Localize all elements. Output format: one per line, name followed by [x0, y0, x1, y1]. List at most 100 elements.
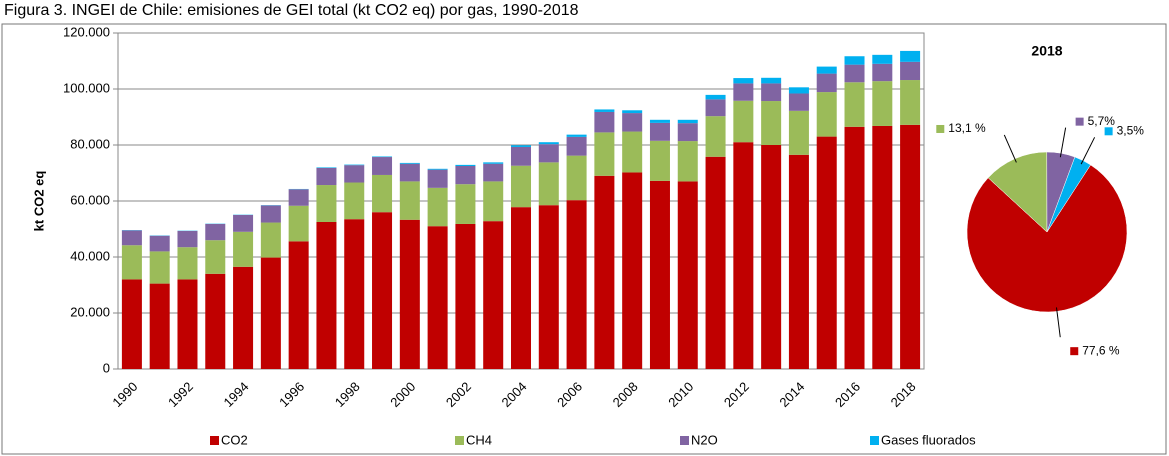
bar-segment [816, 92, 837, 137]
bar-segment [677, 141, 698, 182]
bar-segment [816, 136, 837, 369]
bar-segment [316, 185, 337, 222]
bar-segment [622, 110, 643, 114]
bar-segment [622, 172, 643, 369]
bar-segment [288, 205, 309, 242]
bar-segment [844, 82, 865, 127]
bar-segment [677, 123, 698, 142]
bar-segment [900, 50, 921, 62]
bar-segment [594, 132, 615, 176]
bar-segment [900, 61, 921, 81]
legend-label: CO2 [221, 432, 248, 447]
bar-segment [260, 205, 281, 223]
bar-segment [733, 83, 754, 101]
chart-title: Figura 3. INGEI de Chile: emisiones de G… [4, 2, 579, 19]
bar-segment [566, 155, 587, 201]
chart-border [1, 23, 1167, 455]
pie-label: 3,5% [1117, 123, 1145, 137]
bar-segment [872, 125, 893, 370]
bar-segment [344, 165, 365, 183]
bar-segment [288, 241, 309, 369]
x-tick-label: 2002 [443, 379, 474, 410]
bar-segment [316, 167, 337, 186]
bar-segment [622, 113, 643, 132]
bar-segment [177, 247, 198, 280]
pie-label-swatch [1070, 347, 1079, 356]
bar-segment [427, 226, 448, 369]
bar-segment [316, 222, 337, 369]
bar-segment [594, 111, 615, 133]
bar-segment [816, 73, 837, 93]
leader-line [1003, 134, 1017, 163]
y-tick-label: 0 [103, 360, 110, 375]
pie-label: 5,7% [1088, 114, 1116, 128]
bar-segment [149, 251, 170, 284]
y-tick-label: 20.000 [70, 304, 110, 319]
bar-segment [872, 81, 893, 126]
pie-title: 2018 [1031, 43, 1062, 59]
x-tick-label: 2004 [498, 379, 529, 410]
bar-segment [677, 119, 698, 124]
bar-segment [566, 200, 587, 369]
bar-segment [121, 245, 142, 280]
bar-segment [788, 87, 809, 94]
bar-segment [788, 154, 809, 369]
x-tick-label: 2010 [665, 379, 696, 410]
bar-segment [205, 223, 226, 241]
bar-segment [761, 145, 782, 369]
bar-segment [705, 156, 726, 369]
bar-segment [399, 181, 420, 220]
bar-segment [761, 101, 782, 145]
bar-segment [149, 235, 170, 252]
bar-segment [233, 266, 254, 369]
bar-segment [788, 110, 809, 155]
bar-segment [121, 279, 142, 369]
leader-line [1059, 127, 1067, 158]
bar-segment [649, 180, 670, 369]
bar-segment [399, 162, 420, 164]
bar-segment [733, 142, 754, 369]
x-tick-label: 2018 [888, 379, 919, 410]
y-tick-label: 80.000 [70, 136, 110, 151]
bar-segment [399, 219, 420, 369]
bar-segment [538, 162, 559, 206]
bar-segment [149, 283, 170, 369]
bar-segment [761, 77, 782, 84]
pie-label: 77,6 % [1082, 343, 1120, 357]
x-tick-label: 1996 [276, 379, 307, 410]
pie-label-swatch [1104, 127, 1113, 136]
bar-segment [260, 257, 281, 369]
bar-segment [455, 223, 476, 369]
bar-segment [872, 54, 893, 64]
bar-segment [372, 157, 393, 175]
y-tick-label: 120.000 [63, 24, 110, 39]
bar-segment [705, 94, 726, 100]
legend-swatch [680, 436, 689, 445]
bar-segment [649, 140, 670, 181]
bar-segment [427, 168, 448, 170]
bar-segment [399, 163, 420, 182]
bar-segment [733, 78, 754, 84]
bar-segment [510, 165, 532, 208]
bar-segment [427, 187, 448, 227]
legend-swatch [870, 436, 879, 445]
x-tick-label: 2016 [832, 379, 863, 410]
bar-segment [483, 181, 504, 222]
bar-segment [816, 66, 837, 74]
bar-segment [260, 222, 281, 258]
bar-segment [205, 240, 226, 274]
y-tick-label: 100.000 [63, 80, 110, 95]
x-tick-label: 1992 [165, 379, 196, 410]
bar-segment [177, 230, 198, 248]
bar-segment [788, 93, 809, 111]
bar-segment [510, 207, 532, 369]
bar-segment [510, 146, 532, 166]
bar-segment [538, 144, 559, 163]
bar-segment [316, 167, 337, 168]
bar-segment [677, 181, 698, 369]
legend-label: N2O [691, 432, 718, 447]
bar-segment [344, 182, 365, 220]
x-tick-label: 2006 [554, 379, 585, 410]
bar-segment [233, 231, 254, 267]
bar-segment [538, 205, 559, 369]
